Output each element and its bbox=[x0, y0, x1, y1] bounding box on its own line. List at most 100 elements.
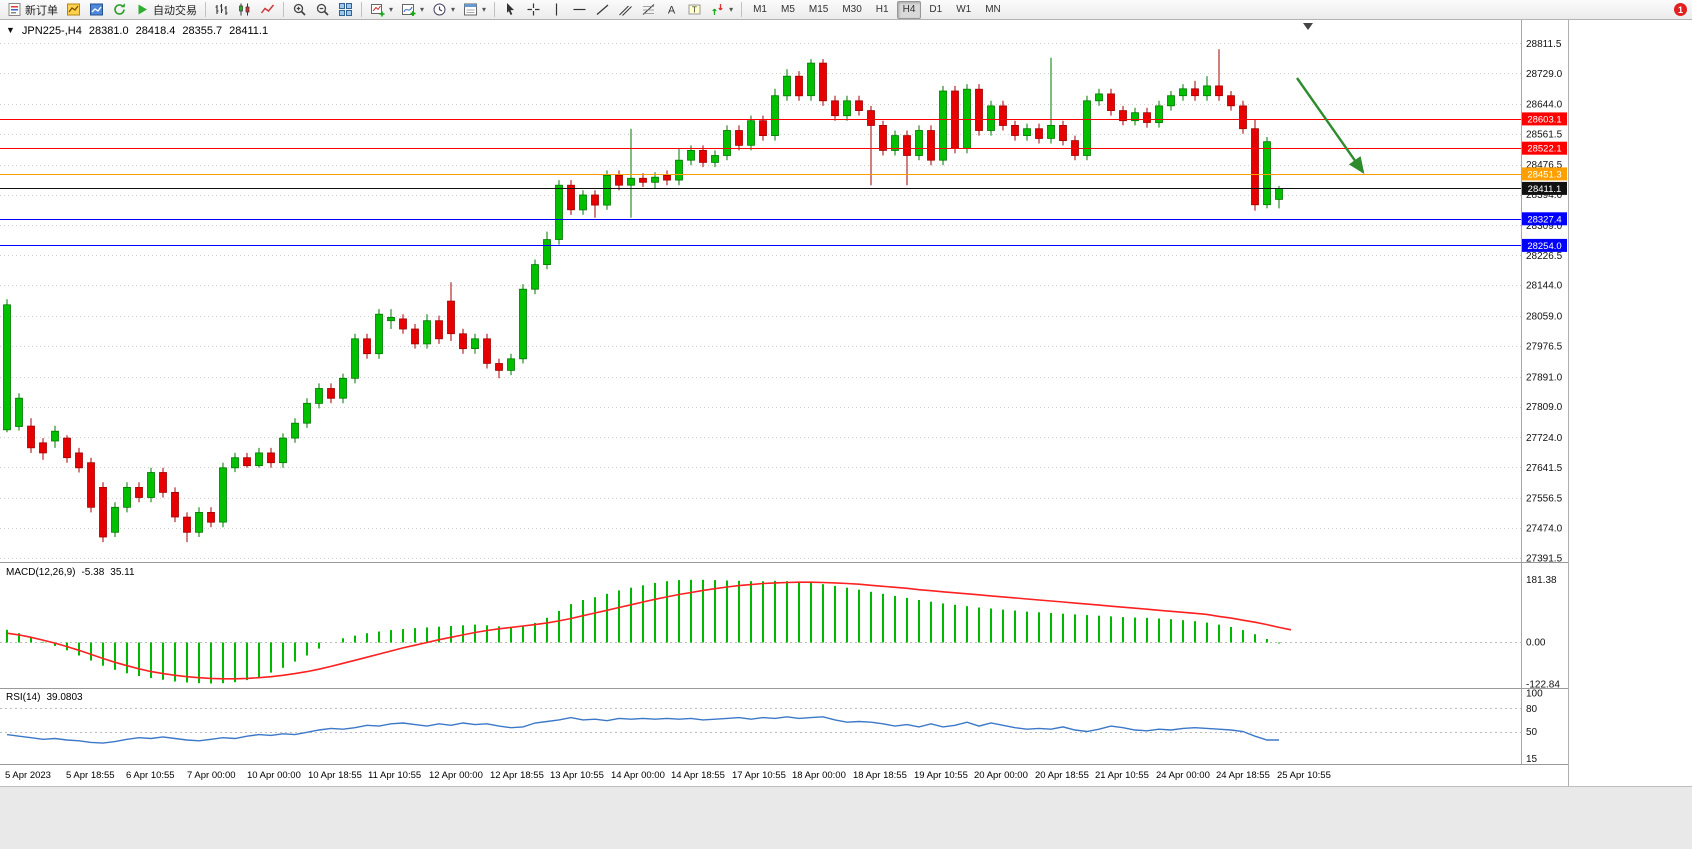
price-axis-label: 28811.5 bbox=[1526, 39, 1562, 50]
vertical-line-icon bbox=[549, 2, 564, 17]
autotrading-button[interactable]: 自动交易 bbox=[131, 0, 201, 20]
candlestick-chart-button[interactable] bbox=[233, 0, 256, 20]
text-label-icon: T bbox=[687, 2, 702, 17]
chart-shift-marker[interactable] bbox=[1303, 23, 1313, 30]
equidistant-channel-button[interactable] bbox=[614, 0, 637, 20]
price-axis-label: 28644.0 bbox=[1526, 100, 1563, 111]
chart-menu-icon[interactable]: ▼ bbox=[6, 25, 15, 35]
level-lines[interactable] bbox=[0, 118, 1521, 247]
button-label: M30 bbox=[842, 4, 862, 15]
macd-header: MACD(12,26,9) -5.38 35.11 bbox=[6, 567, 135, 578]
button-label: M5 bbox=[780, 4, 795, 15]
tile-windows-button[interactable] bbox=[334, 0, 357, 20]
toolbar-separator bbox=[283, 2, 284, 17]
equidistant-channel-icon bbox=[618, 2, 633, 17]
time-axis-label: 24 Apr 00:00 bbox=[1156, 770, 1210, 781]
time-axis-label: 13 Apr 10:55 bbox=[550, 770, 604, 781]
timeframe-w1-button[interactable]: W1 bbox=[950, 1, 977, 19]
price-axis-label: 28394.0 bbox=[1526, 190, 1563, 201]
time-axis[interactable]: 5 Apr 2023 5 Apr 18:55 6 Apr 10:55 7 Apr 00… bbox=[0, 765, 1568, 786]
cursor-icon bbox=[503, 2, 518, 17]
text-label-button[interactable]: T bbox=[683, 0, 706, 20]
time-axis-label: 6 Apr 10:55 bbox=[126, 770, 175, 781]
zoom-in-icon bbox=[292, 2, 307, 17]
refresh-icon bbox=[112, 2, 127, 17]
rsi-line bbox=[6, 716, 1279, 744]
bar-chart-icon bbox=[214, 2, 229, 17]
timeframe-m1-button[interactable]: M1 bbox=[747, 1, 773, 19]
time-axis-label: 14 Apr 00:00 bbox=[611, 770, 665, 781]
time-axis-label: 20 Apr 18:55 bbox=[1035, 770, 1089, 781]
crosshair-button[interactable] bbox=[522, 0, 545, 20]
chevron-down-icon: ▾ bbox=[482, 5, 487, 14]
price-axis-label: 28059.0 bbox=[1526, 312, 1563, 323]
charts-button[interactable] bbox=[62, 0, 85, 20]
zoom-out-button[interactable] bbox=[311, 0, 334, 20]
new-chart-button[interactable]: ▾ bbox=[366, 0, 397, 20]
svg-text:28451.3: 28451.3 bbox=[1527, 169, 1561, 180]
zoom-in-button[interactable] bbox=[288, 0, 311, 20]
button-label: H4 bbox=[902, 4, 916, 15]
toolbar: 新订单 自动交易 ▾ ▾ ▾ ▾ A T ▾ M1 M5 M15 M30 H1 H4 D1 W1 MN 1 bbox=[0, 0, 1692, 20]
main-chart-canvas[interactable]: 28811.5 28729.0 28644.0 28561.5 28476.5 28394… bbox=[0, 20, 1568, 562]
refresh-button[interactable] bbox=[108, 0, 131, 20]
level-price-label: 28254.0 bbox=[1522, 238, 1567, 252]
toolbar-separator bbox=[741, 2, 743, 17]
time-axis-label: 7 Apr 00:00 bbox=[187, 770, 236, 781]
macd-pane-canvas[interactable]: 181.38 0.00 -122.84 bbox=[0, 563, 1568, 688]
horizontal-line-button[interactable] bbox=[568, 0, 591, 20]
timeframe-m30-button[interactable]: M30 bbox=[836, 1, 867, 19]
indicators-button[interactable]: ▾ bbox=[397, 0, 428, 20]
timeframe-m5-button[interactable]: M5 bbox=[775, 1, 801, 19]
time-axis-label: 12 Apr 18:55 bbox=[490, 770, 544, 781]
time-axis-label: 19 Apr 10:55 bbox=[914, 770, 968, 781]
periods-button[interactable]: ▾ bbox=[428, 0, 459, 20]
open-value: 28381.0 bbox=[88, 25, 129, 37]
market-watch-button[interactable] bbox=[85, 0, 108, 20]
symbol-timeframe-label: JPN225-,H4 bbox=[21, 25, 82, 37]
fibonacci-button[interactable] bbox=[637, 0, 660, 20]
notification-badge[interactable]: 1 bbox=[1674, 3, 1687, 16]
rsi-pane-canvas[interactable]: 100 80 50 15 bbox=[0, 689, 1568, 764]
cursor-button[interactable] bbox=[499, 0, 522, 20]
button-label: H1 bbox=[875, 4, 889, 15]
timeframe-m15-button[interactable]: M15 bbox=[803, 1, 834, 19]
text-button[interactable]: A bbox=[660, 0, 683, 20]
button-label: M1 bbox=[753, 4, 767, 15]
crosshair-icon bbox=[526, 2, 541, 17]
toolbar-separator bbox=[361, 2, 362, 17]
price-axis-label: 27724.0 bbox=[1526, 433, 1563, 444]
time-axis-label: 10 Apr 18:55 bbox=[308, 770, 362, 781]
timeframe-h4-button[interactable]: H4 bbox=[896, 0, 922, 19]
button-label: 新订单 bbox=[25, 4, 58, 17]
horizontal-line-icon bbox=[572, 2, 587, 17]
new-order-button[interactable]: 新订单 bbox=[3, 0, 62, 20]
macd-signal-value: 35.11 bbox=[110, 567, 135, 578]
vertical-line-button[interactable] bbox=[545, 0, 568, 20]
trendline-button[interactable] bbox=[591, 0, 614, 20]
button-label: MN bbox=[985, 4, 1001, 15]
price-axis-label: 27809.0 bbox=[1526, 402, 1563, 413]
indicators-icon bbox=[401, 2, 416, 17]
time-axis-label: 10 Apr 00:00 bbox=[247, 770, 301, 781]
bar-chart-button[interactable] bbox=[210, 0, 233, 20]
timeframe-mn-button[interactable]: MN bbox=[979, 1, 1007, 19]
time-axis-label: 11 Apr 10:55 bbox=[368, 770, 422, 781]
footer bbox=[0, 786, 1692, 849]
price-axis-label: 28476.5 bbox=[1526, 160, 1563, 171]
price-axis-label: 27641.5 bbox=[1526, 463, 1563, 474]
chart-window[interactable]: 28811.5 28729.0 28644.0 28561.5 28476.5 28394… bbox=[0, 20, 1569, 786]
time-axis-label: 21 Apr 10:55 bbox=[1095, 770, 1149, 781]
macd-axis-label: 0.00 bbox=[1526, 637, 1546, 648]
price-axis-label: 28729.0 bbox=[1526, 69, 1563, 80]
timeframe-h1-button[interactable]: H1 bbox=[870, 1, 895, 19]
macd-axis: 181.38 0.00 -122.84 bbox=[1526, 575, 1560, 688]
templates-button[interactable]: ▾ bbox=[459, 0, 490, 20]
time-axis-label: 20 Apr 00:00 bbox=[974, 770, 1028, 781]
arrows-button[interactable]: ▾ bbox=[706, 0, 737, 20]
drawn-arrow-annotation[interactable] bbox=[1296, 77, 1365, 174]
price-axis-label: 27474.0 bbox=[1526, 523, 1563, 534]
line-chart-button[interactable] bbox=[256, 0, 279, 20]
timeframe-d1-button[interactable]: D1 bbox=[923, 1, 948, 19]
